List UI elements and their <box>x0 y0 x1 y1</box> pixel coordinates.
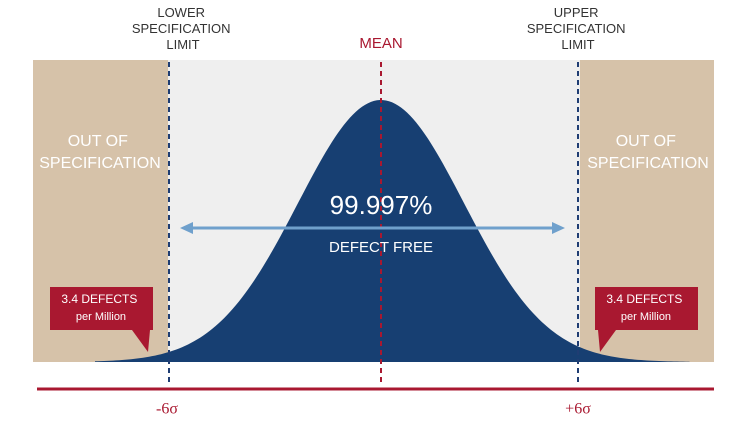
label-line: OUT OF <box>68 133 128 150</box>
label-line: SPECIFICATION <box>39 155 161 172</box>
right-sigma-label: +6σ <box>565 401 591 418</box>
label-line: 3.4 DEFECTS <box>606 292 682 306</box>
label-line: SPECIFICATION <box>132 21 231 36</box>
left-sigma-label: -6σ <box>156 401 178 418</box>
left-callout-box <box>50 287 153 352</box>
label-line: LOWER <box>157 5 205 20</box>
label-line: SPECIFICATION <box>587 155 709 172</box>
arrow <box>180 222 565 234</box>
percent-label: 99.997% <box>330 190 433 220</box>
label-line: LIMIT <box>166 37 199 52</box>
label-line: per Million <box>76 311 126 323</box>
left-callout-label: 3.4 DEFECTS per Million <box>61 292 140 323</box>
lower-limit-label: LOWER SPECIFICATION LIMIT <box>132 5 234 52</box>
left-zone-label: OUT OF SPECIFICATION <box>39 133 161 172</box>
label-line: SPECIFICATION <box>527 21 626 36</box>
label-line: OUT OF <box>616 133 676 150</box>
label-line: 3.4 DEFECTS <box>61 292 137 306</box>
bell-curve <box>95 100 690 363</box>
label-line: LIMIT <box>561 37 594 52</box>
right-callout-box <box>595 287 698 352</box>
right-zone-label: OUT OF SPECIFICATION <box>587 133 709 172</box>
upper-limit-label: UPPER SPECIFICATION LIMIT <box>527 5 629 52</box>
label-line: UPPER <box>554 5 599 20</box>
right-callout-label: 3.4 DEFECTS per Million <box>606 292 685 323</box>
caption-label: DEFECT FREE <box>329 239 433 256</box>
label-line: per Million <box>621 311 671 323</box>
mean-label: MEAN <box>359 35 402 52</box>
